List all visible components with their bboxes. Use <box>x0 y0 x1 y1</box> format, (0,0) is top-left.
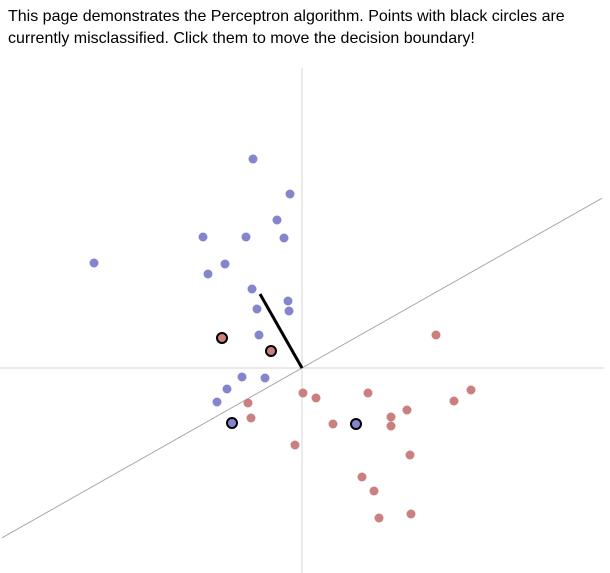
data-point <box>431 330 441 340</box>
data-point <box>285 189 295 199</box>
data-point <box>248 154 258 164</box>
data-point <box>260 373 270 383</box>
data-point <box>402 405 412 415</box>
data-point <box>237 372 247 382</box>
data-point <box>241 232 251 242</box>
data-point <box>406 509 416 519</box>
data-point <box>212 397 222 407</box>
data-point <box>405 450 415 460</box>
data-point <box>243 398 253 408</box>
misclassified-point[interactable] <box>226 417 238 429</box>
misclassified-point[interactable] <box>350 418 362 430</box>
misclassified-point[interactable] <box>265 345 277 357</box>
intro-text: This page demonstrates the Perceptron al… <box>8 8 565 47</box>
data-point <box>290 440 300 450</box>
data-point <box>220 259 230 269</box>
data-point <box>247 284 257 294</box>
data-point <box>222 384 232 394</box>
data-point <box>89 258 99 268</box>
data-point <box>374 513 384 523</box>
data-point <box>328 419 338 429</box>
weight-vector <box>258 293 304 369</box>
data-point <box>298 388 308 398</box>
data-point <box>369 486 379 496</box>
data-point <box>254 330 264 340</box>
misclassified-point[interactable] <box>216 332 228 344</box>
data-point <box>357 472 367 482</box>
data-point <box>283 296 293 306</box>
data-point <box>466 385 476 395</box>
data-point <box>203 269 213 279</box>
data-point <box>386 421 396 431</box>
data-point <box>246 413 256 423</box>
data-point <box>198 232 208 242</box>
data-point <box>386 412 396 422</box>
points-layer <box>89 154 476 523</box>
data-point <box>272 215 282 225</box>
data-point <box>252 304 262 314</box>
data-point <box>311 393 321 403</box>
data-point <box>279 233 289 243</box>
data-point <box>449 396 459 406</box>
data-point <box>363 388 373 398</box>
data-point <box>284 306 294 316</box>
